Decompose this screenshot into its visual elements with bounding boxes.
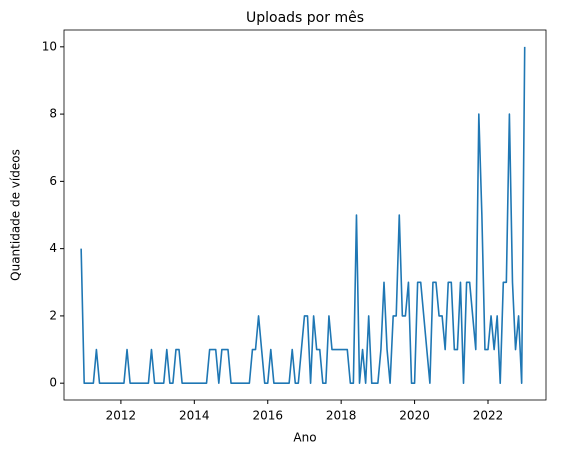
x-tick-label: 2016 xyxy=(252,409,283,423)
x-tick-label: 2020 xyxy=(399,409,430,423)
x-tick-label: 2012 xyxy=(106,409,137,423)
y-tick-label: 2 xyxy=(49,308,57,322)
y-tick-label: 0 xyxy=(49,376,57,390)
data-line xyxy=(80,46,526,384)
y-axis-label: Quantidade de vídeos xyxy=(9,149,23,281)
y-tick-label: 8 xyxy=(49,107,57,121)
y-tick-label: 4 xyxy=(49,241,57,255)
y-tick-label: 6 xyxy=(49,174,57,188)
plot-frame xyxy=(63,29,547,401)
x-tick-label: 2022 xyxy=(473,409,504,423)
chart-title: Uploads por mês xyxy=(246,10,364,26)
x-tick-label: 2018 xyxy=(326,409,357,423)
y-tick-label: 10 xyxy=(42,39,57,53)
x-tick-label: 2014 xyxy=(179,409,210,423)
x-axis-label: Ano xyxy=(293,431,316,445)
